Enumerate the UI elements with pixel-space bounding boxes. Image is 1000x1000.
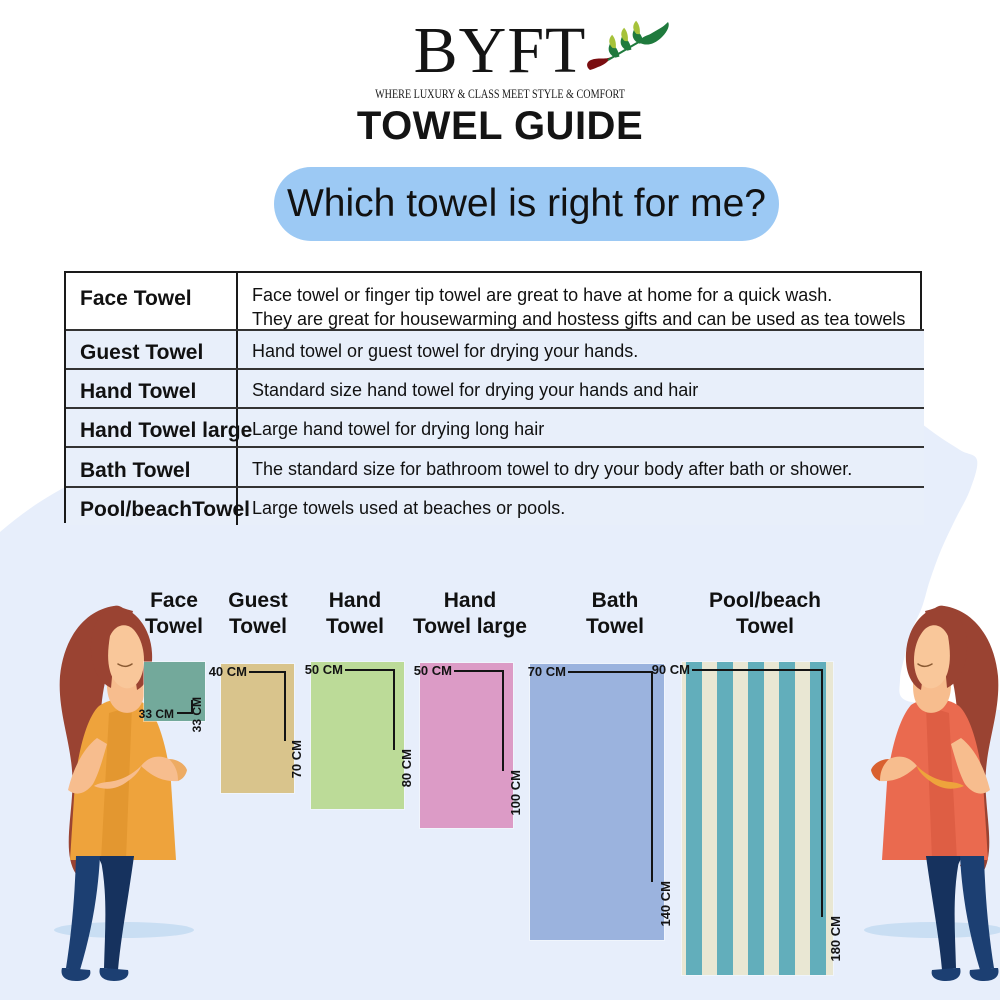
svg-text:140 CM: 140 CM xyxy=(658,881,673,927)
svg-text:40 CM: 40 CM xyxy=(209,664,247,679)
svg-text:50 CM: 50 CM xyxy=(305,662,343,677)
svg-text:33 CM: 33 CM xyxy=(139,707,174,721)
svg-text:33 CM: 33 CM xyxy=(190,697,204,732)
svg-text:90 CM: 90 CM xyxy=(652,662,690,677)
svg-text:80 CM: 80 CM xyxy=(399,749,414,787)
svg-text:100 CM: 100 CM xyxy=(508,770,523,816)
svg-text:180 CM: 180 CM xyxy=(828,916,843,962)
svg-text:70 CM: 70 CM xyxy=(289,740,304,778)
svg-text:50 CM: 50 CM xyxy=(414,663,452,678)
svg-text:70 CM: 70 CM xyxy=(528,664,566,679)
